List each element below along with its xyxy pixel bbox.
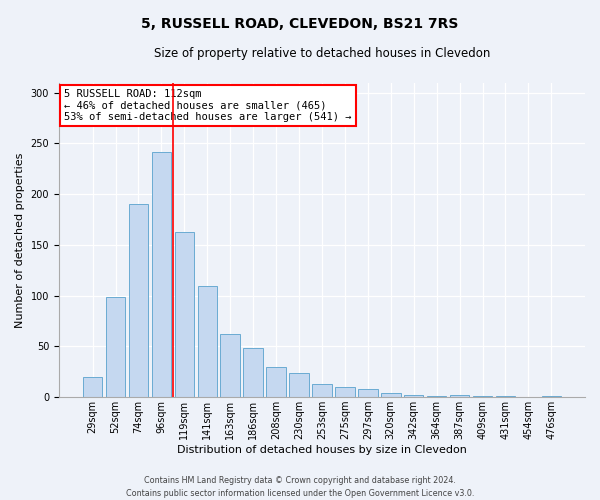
Text: 5 RUSSELL ROAD: 112sqm
← 46% of detached houses are smaller (465)
53% of semi-de: 5 RUSSELL ROAD: 112sqm ← 46% of detached… xyxy=(64,89,352,122)
Bar xyxy=(106,296,125,397)
Bar xyxy=(128,204,148,397)
Bar xyxy=(220,334,240,397)
Bar xyxy=(244,348,263,397)
Y-axis label: Number of detached properties: Number of detached properties xyxy=(15,152,25,328)
Text: 5, RUSSELL ROAD, CLEVEDON, BS21 7RS: 5, RUSSELL ROAD, CLEVEDON, BS21 7RS xyxy=(142,18,458,32)
Bar xyxy=(496,396,515,397)
Bar xyxy=(175,232,194,397)
Bar xyxy=(197,286,217,397)
Bar xyxy=(427,396,446,397)
Bar xyxy=(83,377,103,397)
Text: Contains HM Land Registry data © Crown copyright and database right 2024.
Contai: Contains HM Land Registry data © Crown c… xyxy=(126,476,474,498)
Bar xyxy=(312,384,332,397)
Bar xyxy=(450,395,469,397)
Bar xyxy=(404,395,424,397)
Bar xyxy=(542,396,561,397)
Bar xyxy=(335,387,355,397)
Bar xyxy=(381,393,401,397)
Bar xyxy=(358,389,377,397)
Title: Size of property relative to detached houses in Clevedon: Size of property relative to detached ho… xyxy=(154,48,490,60)
Bar xyxy=(266,366,286,397)
Bar xyxy=(289,373,309,397)
Bar xyxy=(473,396,492,397)
Bar xyxy=(152,152,171,397)
X-axis label: Distribution of detached houses by size in Clevedon: Distribution of detached houses by size … xyxy=(177,445,467,455)
